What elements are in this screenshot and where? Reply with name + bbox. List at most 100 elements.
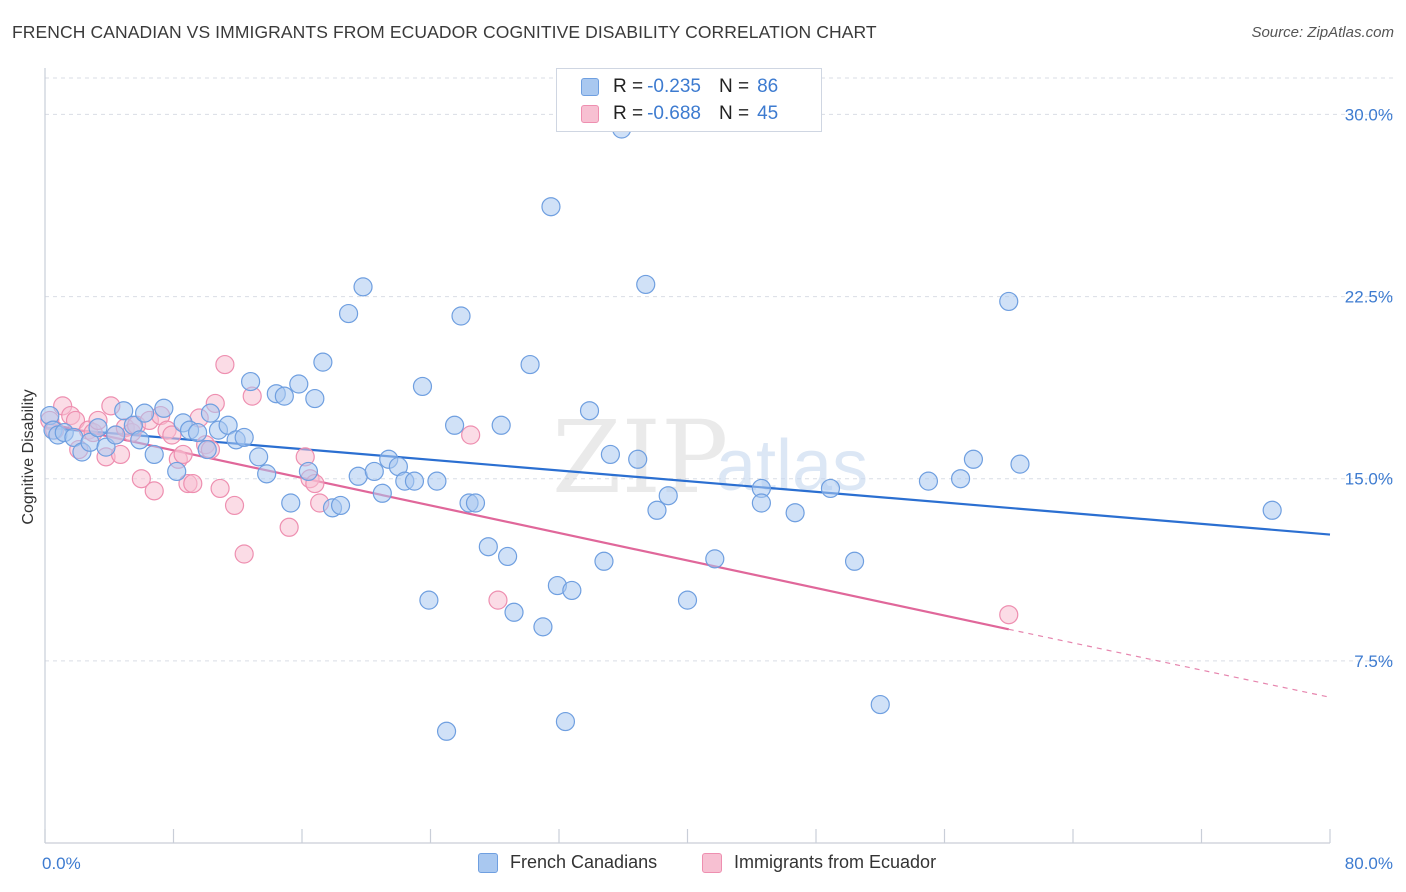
- french-canadian-point: [348, 466, 368, 486]
- french-canadian-point: [1010, 454, 1030, 474]
- legend-swatch-blue: [478, 852, 498, 873]
- french-canadian-point: [257, 464, 277, 484]
- french-canadian-point: [541, 197, 561, 217]
- y-tick-label: 30.0%: [1345, 105, 1393, 124]
- french-canadian-point: [465, 493, 486, 513]
- legend-swatch-pink: [581, 105, 599, 123]
- french-canadian-point: [298, 461, 319, 482]
- ecuador-point: [461, 425, 481, 445]
- french-canadian-point: [274, 386, 294, 406]
- french-canadian-point: [88, 418, 108, 438]
- ecuador-point: [279, 517, 299, 537]
- correlation-legend: R = -0.235 N = 86 R = -0.688 N = 45: [556, 68, 822, 132]
- data-points: [40, 119, 1282, 741]
- french-canadian-point: [636, 274, 656, 295]
- french-canadian-point: [106, 425, 126, 445]
- french-canadian-point: [844, 551, 865, 571]
- series-legend: French Canadians Immigrants from Ecuador: [0, 852, 1406, 878]
- french-canadian-point: [289, 374, 309, 394]
- source-credit: Source: ZipAtlas.com: [1251, 24, 1394, 41]
- french-canadian-point: [579, 401, 600, 421]
- french-canadian-point: [658, 486, 678, 506]
- r-label: R =: [613, 103, 644, 124]
- n-value: 45: [757, 103, 779, 124]
- french-canadian-point: [241, 371, 261, 392]
- french-canadian-point: [820, 478, 841, 499]
- french-canadian-point: [963, 449, 984, 469]
- french-canadian-point: [751, 493, 771, 513]
- french-canadian-point: [305, 388, 325, 409]
- french-canadian-point: [187, 422, 208, 443]
- n-value: 86: [757, 76, 779, 97]
- french-canadian-point: [130, 430, 150, 450]
- french-canadian-point: [498, 546, 518, 567]
- y-tick-label: 22.5%: [1345, 288, 1393, 307]
- french-canadian-point: [491, 415, 511, 435]
- french-canadian-point: [372, 483, 392, 503]
- french-canadian-point: [594, 551, 614, 571]
- french-canadian-point: [677, 590, 698, 610]
- french-canadian-point: [999, 291, 1019, 312]
- french-canadian-point: [144, 444, 164, 465]
- ecuador-point: [215, 354, 235, 375]
- grid-lines: [45, 77, 1393, 662]
- french-canadian-point: [555, 711, 576, 732]
- legend-swatch-pink: [702, 852, 722, 873]
- french-canadian-point: [451, 306, 471, 326]
- legend-item-french-canadians[interactable]: French Canadians: [478, 852, 657, 873]
- french-canadian-point: [197, 439, 217, 460]
- french-canadian-point: [950, 469, 971, 489]
- ecuador-point: [131, 469, 151, 489]
- legend-item-immigrants-ecuador[interactable]: Immigrants from Ecuador: [702, 852, 936, 873]
- french-canadian-point: [218, 415, 238, 435]
- ecuador-point: [488, 590, 508, 610]
- french-canadian-point: [444, 415, 465, 435]
- legend-label: Immigrants from Ecuador: [734, 852, 937, 872]
- french-canadian-point: [114, 401, 134, 421]
- french-canadian-point: [478, 537, 498, 557]
- ecuador-point: [183, 473, 203, 494]
- french-canadian-point: [918, 471, 939, 491]
- x-tick-label: 0.0%: [42, 854, 81, 873]
- french-canadian-point: [628, 449, 648, 469]
- french-canadian-trendline: [44, 426, 1331, 536]
- french-canadian-point: [785, 503, 805, 523]
- ecuador-point: [144, 481, 164, 501]
- ecuador-point: [224, 495, 245, 516]
- french-canadian-point: [338, 303, 359, 324]
- french-canadian-point: [533, 617, 553, 637]
- axes: [44, 68, 1331, 844]
- watermark: ZIP atlas: [552, 399, 868, 516]
- french-canadian-point: [427, 471, 447, 491]
- axis-labels: 7.5% 15.0% 22.5% 30.0% 0.0% 80.0% Cognitive Di…: [20, 105, 1393, 873]
- french-canadian-point: [154, 398, 174, 418]
- ecuador-trendline-extension: [1008, 628, 1331, 698]
- french-canadian-point: [249, 447, 269, 467]
- french-canadian-point: [504, 602, 524, 622]
- french-canadian-point: [404, 471, 425, 491]
- french-canadian-point: [705, 549, 725, 569]
- french-canadian-point: [647, 500, 667, 520]
- ecuador-point: [173, 444, 193, 465]
- legend-label: French Canadians: [510, 852, 658, 872]
- french-canadian-point: [562, 580, 582, 601]
- french-canadian-point: [134, 403, 155, 423]
- french-canadian-point: [520, 354, 540, 375]
- legend-row-french-canadians: R = -0.235 N = 86: [581, 75, 778, 99]
- french-canadian-point: [234, 427, 254, 448]
- french-canadian-point: [364, 461, 384, 482]
- french-canadian-point: [200, 403, 221, 423]
- n-label: N =: [718, 103, 750, 124]
- y-tick-label: 15.0%: [1345, 470, 1393, 489]
- ecuador-point: [162, 425, 182, 445]
- ecuador-point: [210, 478, 230, 499]
- french-canadian-point: [313, 352, 333, 372]
- french-canadian-point: [412, 376, 433, 397]
- legend-row-immigrants-ecuador: R = -0.688 N = 45: [581, 102, 778, 126]
- y-axis-title: Cognitive Disability: [20, 389, 37, 524]
- french-canadian-point: [353, 277, 373, 297]
- ecuador-point: [234, 544, 254, 564]
- french-canadian-point: [1262, 500, 1282, 520]
- y-tick-label: 7.5%: [1354, 652, 1393, 671]
